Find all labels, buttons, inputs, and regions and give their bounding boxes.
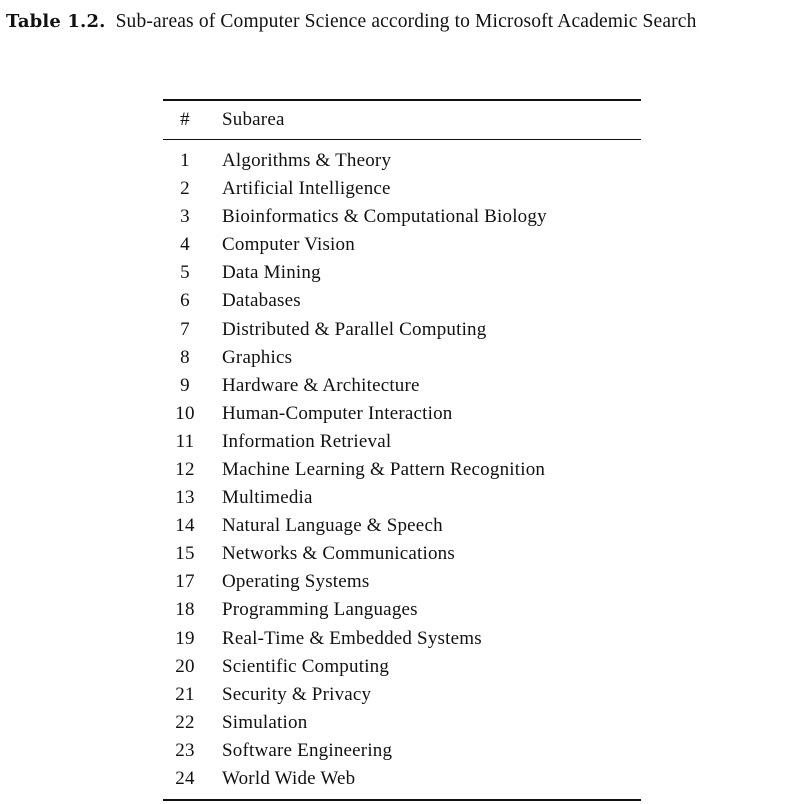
table-row: 11 Information Retrieval <box>163 428 641 456</box>
row-number: 19 <box>175 628 195 649</box>
row-subarea: Algorithms & Theory <box>222 150 392 171</box>
row-number: 18 <box>175 599 195 620</box>
row-subarea: Data Mining <box>222 262 321 283</box>
table-row: 18 Programming Languages <box>163 596 641 624</box>
column-header-subarea: Subarea <box>222 109 285 130</box>
row-number: 8 <box>180 347 190 368</box>
table-row: 17 Operating Systems <box>163 568 641 596</box>
row-number: 4 <box>180 234 190 255</box>
row-subarea: Information Retrieval <box>222 431 392 452</box>
row-subarea: Databases <box>222 290 301 311</box>
column-header-number: # <box>180 109 190 130</box>
table-row: 21 Security & Privacy <box>163 681 641 709</box>
row-number: 22 <box>175 712 195 733</box>
row-number: 9 <box>180 375 190 396</box>
row-number: 3 <box>180 206 190 227</box>
table-caption-text: Sub-areas of Computer Science according … <box>115 11 697 32</box>
row-number: 11 <box>175 431 195 452</box>
table-row: 5 Data Mining <box>163 259 641 287</box>
row-subarea: Simulation <box>222 712 308 733</box>
row-number: 23 <box>175 740 195 761</box>
row-subarea: Machine Learning & Pattern Recognition <box>222 459 546 480</box>
row-subarea: World Wide Web <box>222 768 356 789</box>
table-row: 22 Simulation <box>163 709 641 737</box>
row-subarea: Security & Privacy <box>222 684 372 705</box>
row-subarea: Computer Vision <box>222 234 355 255</box>
row-subarea: Networks & Communications <box>222 543 455 564</box>
table-row: 1 Algorithms & Theory <box>163 147 641 175</box>
table-row: 24 World Wide Web <box>163 765 641 793</box>
row-number: 17 <box>175 571 195 592</box>
table-header-rule <box>163 139 641 140</box>
table-row: 12 Machine Learning & Pattern Recognition <box>163 456 641 484</box>
row-number: 7 <box>180 319 190 340</box>
table-row: 13 Multimedia <box>163 484 641 512</box>
table-row: 19 Real-Time & Embedded Systems <box>163 625 641 653</box>
row-subarea: Distributed & Parallel Computing <box>222 319 487 340</box>
row-number: 20 <box>175 656 195 677</box>
table-row: 7 Distributed & Parallel Computing <box>163 316 641 344</box>
table-row: 2 Artificial Intelligence <box>163 175 641 203</box>
table-row: 8 Graphics <box>163 344 641 372</box>
row-number: 15 <box>175 543 195 564</box>
table-row: 20 Scientific Computing <box>163 653 641 681</box>
row-subarea: Real-Time & Embedded Systems <box>222 628 482 649</box>
table-row: 23 Software Engineering <box>163 737 641 765</box>
row-subarea: Hardware & Architecture <box>222 375 420 396</box>
table-caption-label: Table 1.2. <box>6 11 106 32</box>
table-row: 4 Computer Vision <box>163 231 641 259</box>
row-number: 1 <box>180 150 190 171</box>
table-row: 10 Human-Computer Interaction <box>163 400 641 428</box>
table-header-row: # Subarea <box>163 106 641 134</box>
table-row: 14 Natural Language & Speech <box>163 512 641 540</box>
table-row: 3 Bioinformatics & Computational Biology <box>163 203 641 231</box>
table-row: 15 Networks & Communications <box>163 540 641 568</box>
table-caption: Table 1.2. Sub-areas of Computer Science … <box>6 8 806 36</box>
row-number: 2 <box>180 178 190 199</box>
row-number: 6 <box>180 290 190 311</box>
row-subarea: Multimedia <box>222 487 313 508</box>
row-number: 14 <box>175 515 195 536</box>
row-number: 13 <box>175 487 195 508</box>
row-subarea: Graphics <box>222 347 293 368</box>
row-subarea: Artificial Intelligence <box>222 178 391 199</box>
row-number: 24 <box>175 768 195 789</box>
row-subarea: Software Engineering <box>222 740 393 761</box>
row-number: 12 <box>175 459 195 480</box>
row-subarea: Human-Computer Interaction <box>222 403 453 424</box>
row-subarea: Natural Language & Speech <box>222 515 443 536</box>
row-subarea: Programming Languages <box>222 599 418 620</box>
row-number: 21 <box>175 684 195 705</box>
table-top-rule <box>163 99 641 101</box>
table-bottom-rule <box>163 799 641 801</box>
row-number: 10 <box>175 403 195 424</box>
table-row: 9 Hardware & Architecture <box>163 372 641 400</box>
row-subarea: Scientific Computing <box>222 656 390 677</box>
row-subarea: Bioinformatics & Computational Biology <box>222 206 547 227</box>
table-row: 6 Databases <box>163 287 641 315</box>
row-number: 5 <box>180 262 190 283</box>
row-subarea: Operating Systems <box>222 571 370 592</box>
